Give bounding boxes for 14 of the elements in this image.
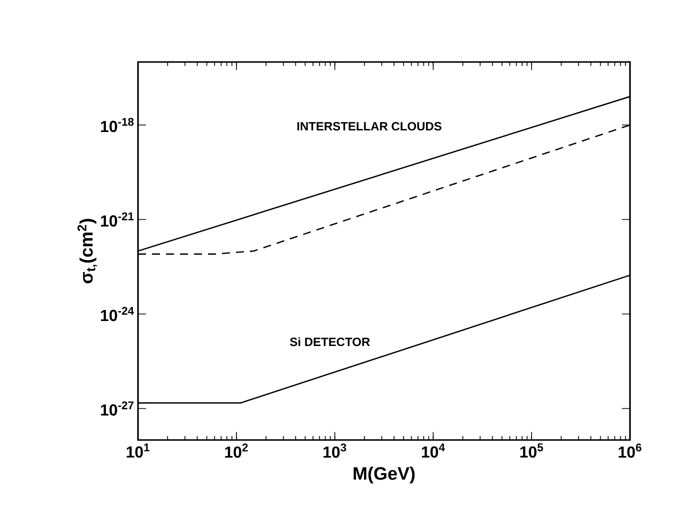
x-tick-label: 10$^{3}$ xyxy=(324,444,346,458)
x-tick-label: 10$^{2}$ xyxy=(225,444,248,458)
y-tick-label: 10$^{-18}$ xyxy=(100,118,134,132)
annotation: INTERSTELLAR CLOUDS xyxy=(297,122,442,130)
y-axis-title: σ$_{t,}$(cm$^{2}$) xyxy=(78,218,98,284)
y-tick-label: 10$^{-21}$ xyxy=(100,212,134,227)
y-tick-label: 10$^{-27}$ xyxy=(100,401,134,416)
x-tick-label: 10$^{4}$ xyxy=(422,444,445,458)
x-axis-title: M(GeV) xyxy=(354,466,415,484)
x-tick-label: 10$^{5}$ xyxy=(520,444,544,458)
y-tick-label: 10$^{-24}$ xyxy=(100,306,134,322)
x-tick-label: 10$^{1}$ xyxy=(126,444,150,458)
x-tick-label: 10$^{6}$ xyxy=(618,444,642,458)
annotation: Si DETECTOR xyxy=(290,337,370,346)
